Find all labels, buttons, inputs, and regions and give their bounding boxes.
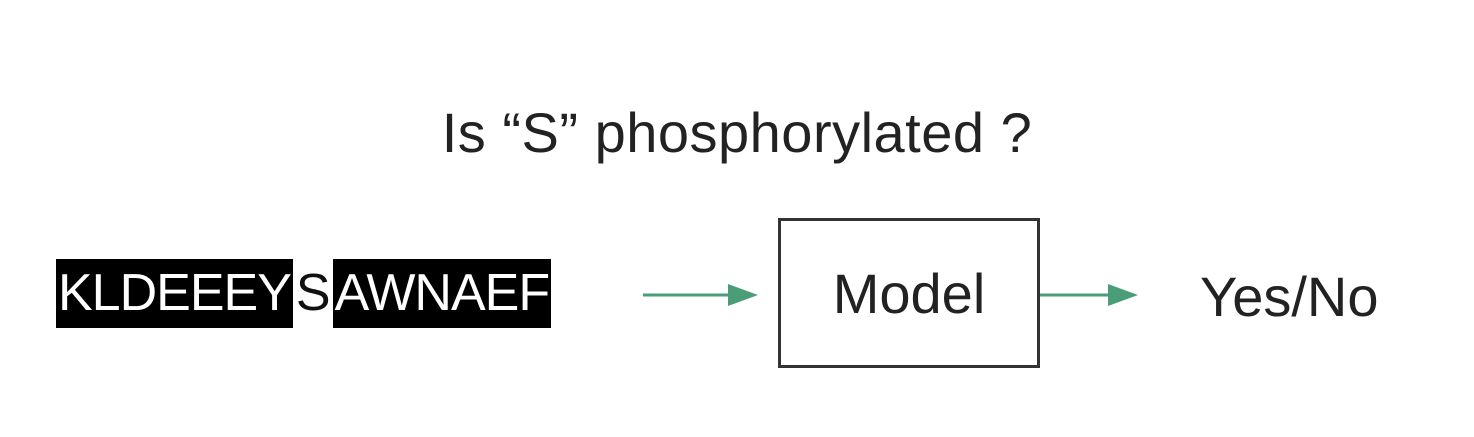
sequence-target-residue: S <box>292 259 333 328</box>
peptide-sequence: KLDEEEY S AWNAEF <box>56 259 552 328</box>
output-label: Yes/No <box>1200 265 1379 328</box>
sequence-left-segment: KLDEEEY <box>56 259 293 328</box>
model-label: Model <box>832 261 986 325</box>
output-arrow <box>1040 284 1138 306</box>
input-arrow <box>643 284 758 306</box>
question-title: Is “S” phosphorylated ? <box>441 101 1033 164</box>
model-box: Model <box>778 218 1040 368</box>
sequence-right-segment: AWNAEF <box>332 259 552 328</box>
